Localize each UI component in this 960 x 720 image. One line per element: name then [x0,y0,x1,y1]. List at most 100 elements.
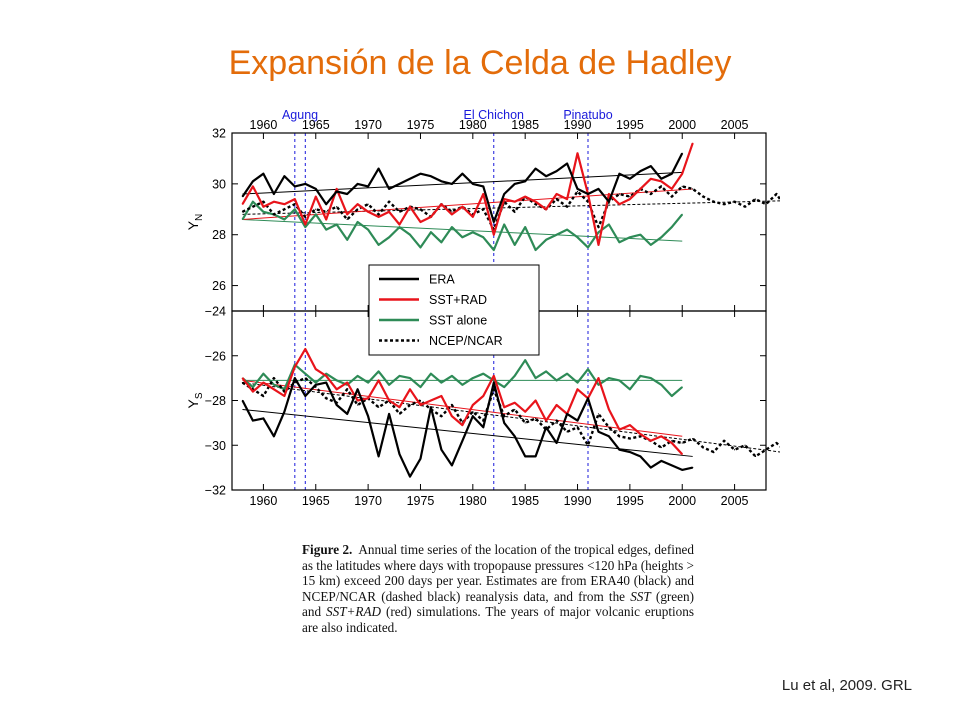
bottom-point-sst_rad-28 [535,399,537,402]
bottom-point-ncep-45 [713,451,715,453]
bottom-point-era-2 [262,417,265,419]
top-point-ncep-46 [723,203,725,205]
bottom-point-ncep-13 [377,406,380,408]
bottom-point-sst_rad-35 [608,408,610,411]
bottom-point-sst_rad-6 [304,348,306,350]
top-point-sst_alone-33 [587,246,589,249]
top-point-era-7 [315,188,317,190]
top-point-era-8 [325,203,327,205]
bottom-ytick-label-0: −32 [205,484,226,498]
top-point-era-33 [587,193,589,195]
bottom-point-era-13 [377,455,380,458]
top-point-sst_rad-27 [524,195,526,198]
bottom-point-sst_rad-20 [451,415,453,417]
bottom-xtick-label-0: 1960 [250,494,278,508]
bottom-xtick-label-4: 1980 [459,494,487,508]
top-point-era-39 [650,165,652,167]
bottom-xtick-label-2: 1970 [354,494,382,508]
bottom-point-era-6 [304,395,306,397]
top-point-sst_rad-35 [608,193,610,195]
bottom-point-sst_rad-32 [576,388,579,390]
top-point-ncep-43 [692,188,694,190]
top-point-ncep-49 [754,198,757,200]
bottom-ylabel-main: Y [185,399,201,409]
top-point-sst_rad-7 [315,195,317,198]
bottom-point-era-14 [388,413,390,415]
bottom-point-ncep-50 [765,449,767,451]
top-point-era-2 [262,173,265,175]
bottom-point-ncep-51 [775,442,778,444]
top-point-sst_rad-17 [419,221,422,223]
top-point-sst_rad-6 [304,223,306,226]
bottom-point-sst_rad-10 [346,382,348,384]
bottom-point-ncep-49 [754,455,757,458]
top-point-era-21 [461,173,463,175]
bottom-point-era-20 [451,464,453,466]
top-point-ncep-15 [398,211,401,213]
bottom-point-sst_alone-1 [252,386,254,388]
bottom-point-sst_alone-33 [587,368,589,370]
top-point-sst_rad-0 [241,203,244,205]
bottom-point-sst_rad-38 [639,433,641,435]
top-point-sst_rad-14 [388,211,390,213]
top-point-era-15 [398,183,401,185]
bottom-point-ncep-27 [524,422,526,424]
caption-label: Figure 2. [302,542,353,557]
figure-caption: Figure 2. Annual time series of the loca… [302,542,694,636]
bottom-point-ncep-6 [304,377,306,379]
top-point-sst_rad-22 [472,216,474,218]
bottom-point-ncep-46 [723,440,725,442]
top-point-ncep-30 [555,198,558,200]
top-point-sst_alone-6 [304,226,306,228]
bottom-point-ncep-26 [514,408,516,411]
top-point-sst_alone-42 [681,213,683,215]
top-point-ncep-4 [283,208,285,210]
top-point-sst_alone-26 [514,244,516,246]
top-xtick-label-8: 2000 [668,118,696,132]
bottom-point-ncep-25 [503,415,505,417]
top-xtick-label-2: 1970 [354,118,382,132]
bottom-point-ncep-36 [618,435,621,437]
bottom-point-ncep-11 [357,404,359,406]
top-point-sst_alone-31 [566,229,568,231]
bottom-point-ncep-16 [409,404,411,406]
top-xtick-label-0: 1960 [250,118,278,132]
bottom-point-sst_rad-18 [430,399,432,402]
top-point-sst_rad-32 [576,152,579,154]
bottom-point-ncep-28 [535,417,537,419]
bottom-point-ncep-23 [482,420,484,422]
bottom-point-sst_alone-14 [388,384,390,386]
top-point-sst_rad-20 [451,213,453,215]
top-point-ncep-50 [765,203,767,205]
top-point-sst_rad-4 [283,203,285,205]
legend-label-ncep: NCEP/NCAR [429,334,503,348]
top-point-era-34 [597,188,600,190]
top-point-sst_alone-13 [377,244,380,246]
bottom-point-ncep-0 [241,382,244,384]
top-point-sst_alone-16 [409,234,411,236]
top-point-era-35 [608,201,610,203]
top-point-sst_rad-40 [660,180,662,182]
bottom-point-ncep-40 [660,446,662,449]
bottom-point-ncep-43 [692,437,694,440]
top-point-sst_rad-10 [346,213,348,215]
top-ytick-label-3: 32 [212,127,226,141]
bottom-point-sst_alone-32 [576,382,579,384]
bottom-trend-ncep [242,382,780,453]
top-point-era-40 [660,178,662,180]
bottom-point-sst_rad-41 [671,442,673,444]
top-point-sst_rad-9 [336,188,338,190]
top-point-sst_alone-15 [398,226,401,228]
bottom-xtick-label-3: 1975 [407,494,435,508]
top-point-era-22 [472,183,474,185]
bottom-point-ncep-32 [576,426,579,428]
bottom-point-era-31 [566,413,568,415]
bottom-point-ncep-47 [733,449,736,451]
top-point-sst_alone-12 [367,229,369,231]
top-point-sst_rad-21 [461,206,463,208]
bottom-point-era-28 [535,455,537,458]
top-point-ncep-48 [744,206,746,208]
bottom-point-ncep-33 [587,444,589,446]
top-point-sst_alone-30 [555,234,558,236]
bottom-point-sst_rad-34 [597,377,600,379]
